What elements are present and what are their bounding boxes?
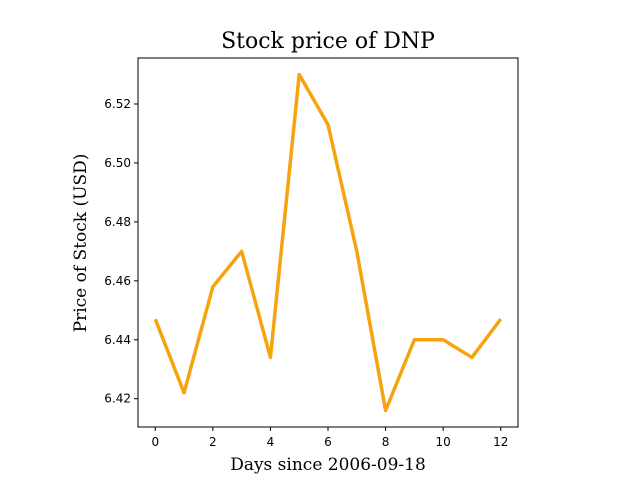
series-layer <box>153 72 503 413</box>
x-tick-label: 12 <box>493 435 508 449</box>
x-tick-label: 6 <box>324 435 332 449</box>
x-axis-ticks: 0 2 4 6 8 10 12 <box>151 427 508 449</box>
x-tick-label: 4 <box>267 435 275 449</box>
x-tick-label: 10 <box>436 435 451 449</box>
x-axis-label: Days since 2006-09-18 <box>230 455 426 475</box>
y-tick-label: 6.42 <box>104 392 131 406</box>
x-tick-label: 2 <box>209 435 217 449</box>
x-tick-label: 0 <box>151 435 159 449</box>
y-tick-label: 6.46 <box>104 274 131 288</box>
y-tick-label: 6.44 <box>104 333 131 347</box>
y-tick-label: 6.48 <box>104 215 131 229</box>
y-tick-label: 6.50 <box>104 156 131 170</box>
y-tick-label: 6.52 <box>104 97 131 111</box>
x-tick-label: 8 <box>382 435 390 449</box>
y-axis-label: Price of Stock (USD) <box>71 154 91 333</box>
chart-title: Stock price of DNP <box>221 29 435 54</box>
series-line-0 <box>153 72 503 413</box>
y-axis-ticks: 6.42 6.44 6.46 6.48 6.50 6.52 <box>104 97 138 406</box>
